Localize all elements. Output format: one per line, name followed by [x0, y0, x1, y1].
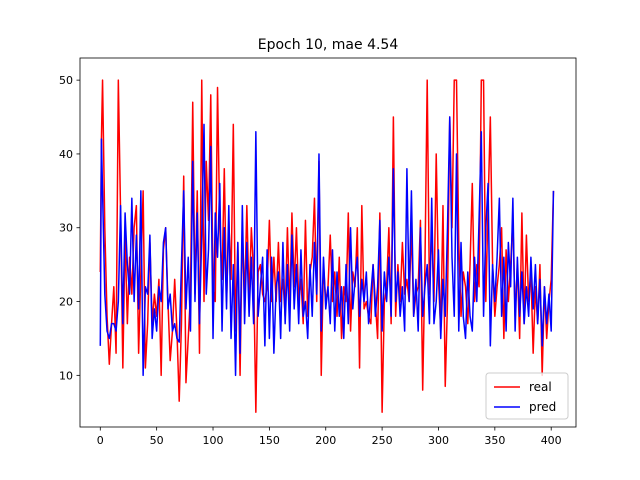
chart-title: Epoch 10, mae 4.54 — [258, 37, 399, 53]
x-tick-label: 0 — [97, 434, 104, 447]
series-line-pred — [99, 116, 555, 377]
y-tick-label: 10 — [59, 369, 73, 382]
legend-label-pred: pred — [529, 400, 556, 414]
y-tick-label: 50 — [59, 74, 73, 87]
x-tick-label: 300 — [428, 434, 449, 447]
y-tick-label: 30 — [59, 222, 73, 235]
plot-frame — [79, 57, 577, 428]
x-tick-label: 100 — [203, 434, 224, 447]
x-tick-label: 400 — [541, 434, 562, 447]
axes-layer: 0 50 100 150 200 250 300 350 400 10 20 30 40 50 — [59, 57, 577, 447]
series-layer — [99, 79, 555, 413]
x-tick-label: 200 — [315, 434, 336, 447]
x-tick-label: 250 — [372, 434, 393, 447]
x-tick-label: 50 — [150, 434, 164, 447]
legend-label-real: real — [529, 380, 552, 394]
x-tick-label: 350 — [484, 434, 505, 447]
legend: real pred — [485, 372, 569, 420]
y-tick-label: 40 — [59, 148, 73, 161]
y-tick-label: 20 — [59, 296, 73, 309]
x-tick-label: 150 — [259, 434, 280, 447]
